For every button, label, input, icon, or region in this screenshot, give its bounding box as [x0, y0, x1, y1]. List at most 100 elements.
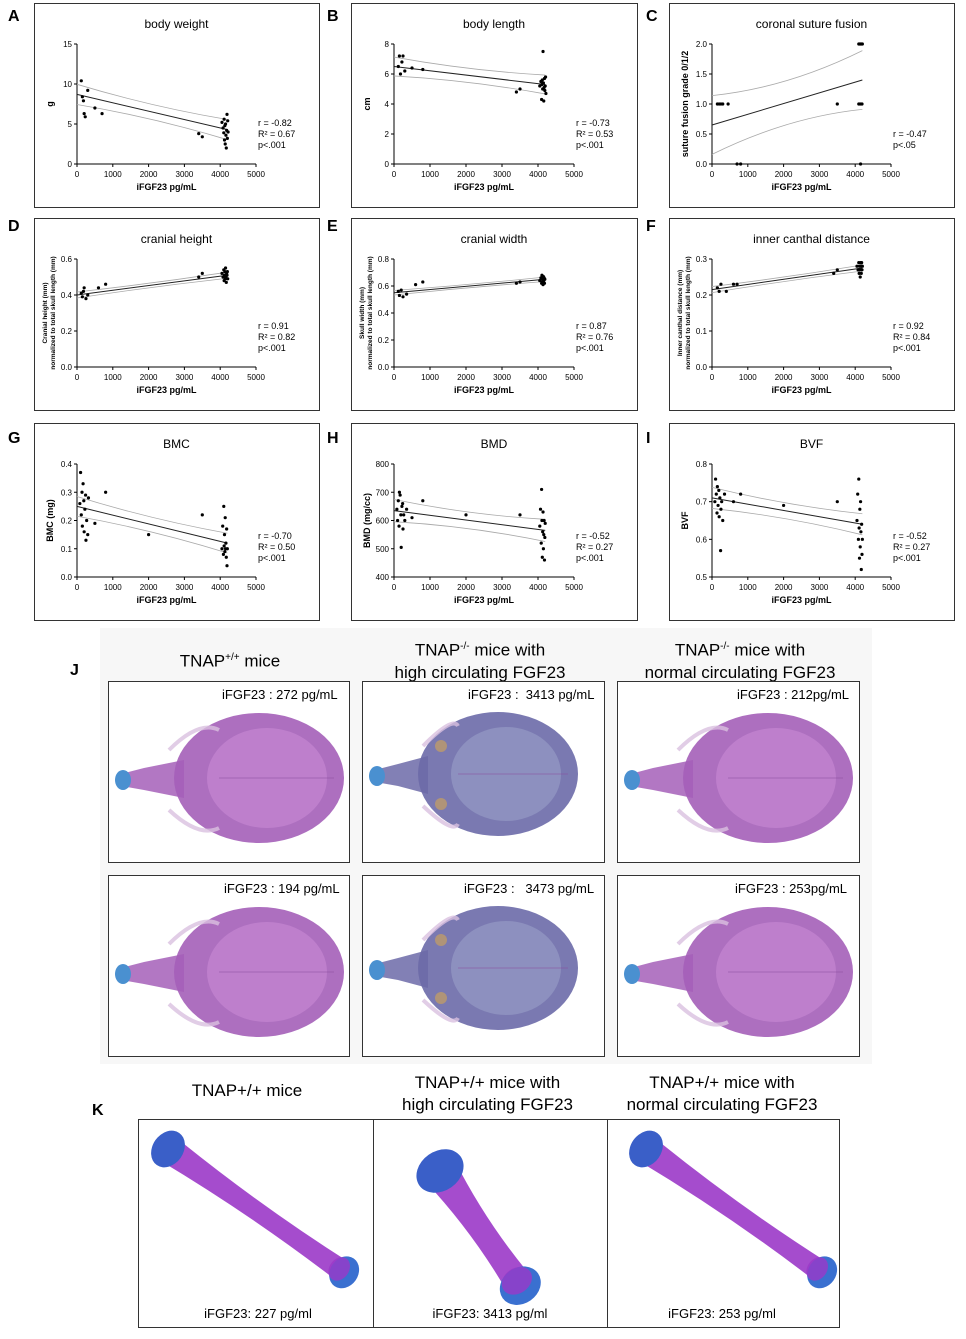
femur-condyle — [806, 1257, 829, 1281]
data-point — [856, 492, 860, 496]
y-axis-label: Skull width (mm)normalized to total skul… — [359, 256, 374, 369]
data-point — [859, 567, 863, 572]
data-point — [400, 60, 404, 64]
data-point — [414, 283, 418, 287]
data-point — [721, 518, 725, 523]
stat-label: R² = 0.27 — [576, 542, 613, 552]
x-tick-label: 0 — [710, 373, 715, 382]
stat-label: R² = 0.84 — [893, 332, 930, 342]
skull-label-3: iFGF23 : 212pg/mL — [737, 687, 849, 702]
data-point — [399, 513, 403, 517]
data-point — [718, 496, 722, 500]
chart-title: cranial width — [461, 232, 528, 246]
data-point — [225, 547, 229, 551]
data-point — [858, 275, 862, 279]
x-tick-label: 5000 — [565, 373, 583, 382]
y-axis-label-line2: normalized to total skull length (mm) — [685, 256, 692, 369]
stat-label: r = -0.52 — [893, 531, 927, 541]
skull-drawing — [115, 713, 344, 843]
data-point — [78, 501, 82, 506]
panel-a: body weight 0 1000 2000 3000 4000 5000 0 5 10 15 iF… — [34, 3, 320, 208]
skull-orbit-stain — [435, 992, 447, 1004]
regression-line — [711, 79, 863, 126]
data-point — [421, 280, 425, 284]
y-tick-label: 6 — [385, 70, 390, 79]
data-point — [225, 112, 229, 116]
k-title-2-line2: high circulating FGF23 — [401, 1095, 574, 1114]
regression-line — [393, 66, 546, 85]
data-point — [82, 286, 86, 290]
data-point — [543, 75, 548, 79]
skull-drawing — [115, 907, 344, 1037]
stat-label: p<.05 — [893, 140, 916, 150]
stat-label: r = -0.82 — [258, 118, 292, 128]
j-col-title-3: TNAP-/- mice with normal circulating FGF… — [620, 636, 860, 684]
y-axis-label: suture fusion grade 0/1/2 — [680, 51, 690, 158]
data-point — [739, 162, 743, 166]
data-point — [78, 470, 83, 475]
data-point — [716, 503, 720, 508]
panel-letter-g: G — [8, 430, 21, 447]
x-tick-label: 4000 — [529, 583, 547, 592]
j-col-title-2: TNAP-/- mice with high circulating FGF23 — [365, 636, 595, 684]
data-point — [541, 510, 545, 514]
skull-zygomatic-lower — [676, 808, 729, 833]
data-point — [221, 126, 225, 130]
j-title-1-rest: mice — [239, 651, 281, 671]
data-point — [538, 507, 543, 511]
data-point — [225, 270, 229, 274]
confidence-band-lower — [76, 277, 228, 299]
skull-nasal-cartilage — [624, 770, 640, 790]
x-axis-label: iFGF23 pg/mL — [771, 182, 832, 192]
panel-letter-i: I — [646, 430, 651, 447]
data-point — [223, 142, 227, 146]
confidence-band-upper — [393, 499, 546, 520]
data-point — [398, 72, 403, 76]
x-tick-label: 5000 — [565, 170, 583, 179]
skull-image-5 — [362, 875, 605, 1057]
data-point — [396, 289, 400, 293]
femur-condyle — [501, 1266, 532, 1295]
data-point — [542, 533, 546, 537]
data-point — [221, 524, 225, 528]
data-point — [542, 558, 547, 562]
j-title-3-line2: normal circulating FGF23 — [644, 662, 836, 682]
confidence-band-upper — [711, 486, 863, 515]
y-tick-label: 1.5 — [696, 70, 708, 79]
data-point — [79, 79, 83, 83]
data-point — [221, 552, 226, 556]
skull-drawing — [624, 713, 853, 843]
x-axis-label: iFGF23 pg/mL — [771, 385, 832, 395]
y-axis-label-line2: normalized to total skull length (mm) — [367, 256, 374, 369]
confidence-band-lower — [711, 270, 863, 294]
data-point — [858, 545, 862, 549]
skull-orbit-stain — [435, 934, 447, 946]
j-title-2-main: TNAP — [414, 640, 461, 660]
y-axis-label: BMD (mg/cc) — [362, 493, 372, 548]
data-point — [82, 499, 86, 503]
k-title-2-line1: TNAP+/+ mice with — [414, 1073, 561, 1092]
y-tick-label: 0.0 — [696, 160, 708, 169]
data-point — [222, 533, 227, 537]
skull-nasal-cartilage — [624, 964, 640, 984]
data-point — [200, 135, 204, 139]
x-tick-label: 2000 — [775, 170, 793, 179]
regression-line — [393, 278, 546, 294]
stat-label: p<.001 — [258, 140, 286, 150]
data-point — [719, 507, 723, 511]
x-tick-label: 1000 — [421, 170, 439, 179]
data-point — [83, 115, 87, 119]
data-point — [714, 492, 718, 496]
femur-shaft — [159, 1137, 351, 1282]
x-tick-label: 4000 — [529, 170, 547, 179]
chart-title: BVF — [800, 437, 823, 451]
femur-1 — [151, 1130, 360, 1289]
data-point — [397, 490, 401, 494]
k-col-title-2: TNAP+/+ mice with high circulating FGF23 — [375, 1072, 600, 1116]
skull-drawing — [369, 906, 578, 1030]
data-point — [224, 541, 228, 545]
data-point — [538, 524, 542, 528]
skull-image-3 — [617, 681, 860, 863]
skull-label-1: iFGF23 : 272 pg/mL — [222, 687, 338, 702]
x-axis-label: iFGF23 pg/mL — [136, 595, 197, 605]
